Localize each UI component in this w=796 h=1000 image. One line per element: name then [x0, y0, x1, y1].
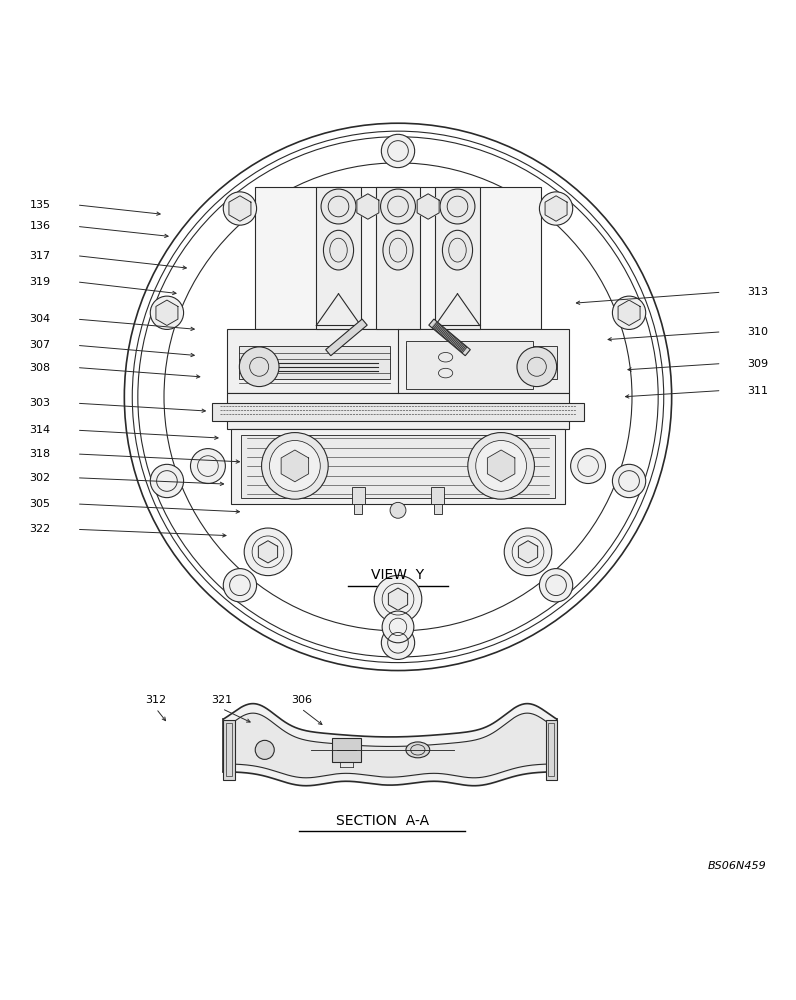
Text: 307: 307 [29, 340, 51, 350]
Text: 136: 136 [29, 221, 51, 231]
Text: 304: 304 [29, 314, 51, 324]
Text: 310: 310 [747, 327, 768, 337]
Bar [316, 187, 361, 329]
Text: SECTION  A-A: SECTION A-A [336, 814, 429, 828]
Circle shape [224, 569, 256, 602]
Circle shape [150, 296, 184, 329]
Circle shape [224, 192, 256, 225]
Circle shape [571, 449, 606, 484]
Polygon shape [281, 450, 309, 482]
Circle shape [374, 575, 422, 623]
Circle shape [150, 464, 184, 498]
Circle shape [504, 528, 552, 576]
Bar [406, 346, 556, 379]
Polygon shape [357, 194, 379, 219]
Circle shape [440, 189, 475, 224]
Polygon shape [429, 319, 470, 356]
Circle shape [517, 347, 556, 387]
Circle shape [540, 192, 572, 225]
Polygon shape [256, 187, 540, 329]
Circle shape [240, 347, 279, 387]
Circle shape [476, 441, 526, 491]
Bar [212, 403, 584, 421]
Polygon shape [228, 329, 568, 393]
Circle shape [381, 134, 415, 168]
Text: 318: 318 [29, 449, 51, 459]
Polygon shape [417, 194, 439, 219]
Text: 319: 319 [29, 277, 51, 287]
Text: 311: 311 [747, 386, 768, 396]
Circle shape [124, 123, 672, 671]
Bar [232, 429, 564, 504]
Polygon shape [229, 196, 251, 221]
Circle shape [468, 433, 534, 499]
Bar [228, 393, 568, 429]
Circle shape [540, 569, 572, 602]
Bar [226, 723, 232, 776]
Text: BS06N459: BS06N459 [708, 861, 767, 871]
Bar [240, 346, 390, 379]
Bar [434, 504, 442, 514]
Circle shape [382, 611, 414, 643]
Text: 313: 313 [747, 287, 768, 297]
Bar [406, 341, 533, 389]
Circle shape [244, 528, 292, 576]
Text: 305: 305 [29, 499, 51, 509]
Polygon shape [156, 300, 178, 325]
Ellipse shape [406, 742, 430, 758]
Ellipse shape [443, 230, 473, 270]
Text: 314: 314 [29, 425, 51, 435]
Polygon shape [518, 541, 537, 563]
Text: 303: 303 [29, 398, 51, 408]
Text: 309: 309 [747, 359, 768, 369]
Circle shape [612, 296, 646, 329]
Circle shape [190, 449, 225, 484]
Bar [354, 504, 362, 514]
Bar [435, 187, 480, 329]
Text: 317: 317 [29, 251, 51, 261]
Ellipse shape [383, 230, 413, 270]
Circle shape [390, 502, 406, 518]
Circle shape [256, 740, 275, 759]
Bar [352, 487, 365, 504]
Bar [548, 723, 555, 776]
Circle shape [262, 433, 328, 499]
Polygon shape [259, 541, 278, 563]
Circle shape [270, 441, 320, 491]
Text: 302: 302 [29, 473, 51, 483]
Bar [241, 435, 555, 498]
Polygon shape [487, 450, 515, 482]
Bar [332, 738, 361, 762]
Text: 308: 308 [29, 363, 51, 373]
Circle shape [380, 189, 416, 224]
Ellipse shape [323, 230, 353, 270]
Bar [545, 720, 556, 780]
Polygon shape [388, 588, 408, 610]
Polygon shape [326, 319, 367, 356]
Bar [376, 187, 420, 329]
Circle shape [381, 626, 415, 659]
Text: 322: 322 [29, 524, 51, 534]
Polygon shape [545, 196, 567, 221]
Text: 321: 321 [212, 695, 232, 705]
Text: VIEW  Y: VIEW Y [372, 568, 424, 582]
Bar [224, 720, 235, 780]
Circle shape [612, 464, 646, 498]
Circle shape [321, 189, 356, 224]
Bar [431, 487, 444, 504]
Text: 306: 306 [291, 695, 312, 705]
Text: 312: 312 [146, 695, 166, 705]
Polygon shape [618, 300, 640, 325]
Text: 135: 135 [29, 200, 51, 210]
